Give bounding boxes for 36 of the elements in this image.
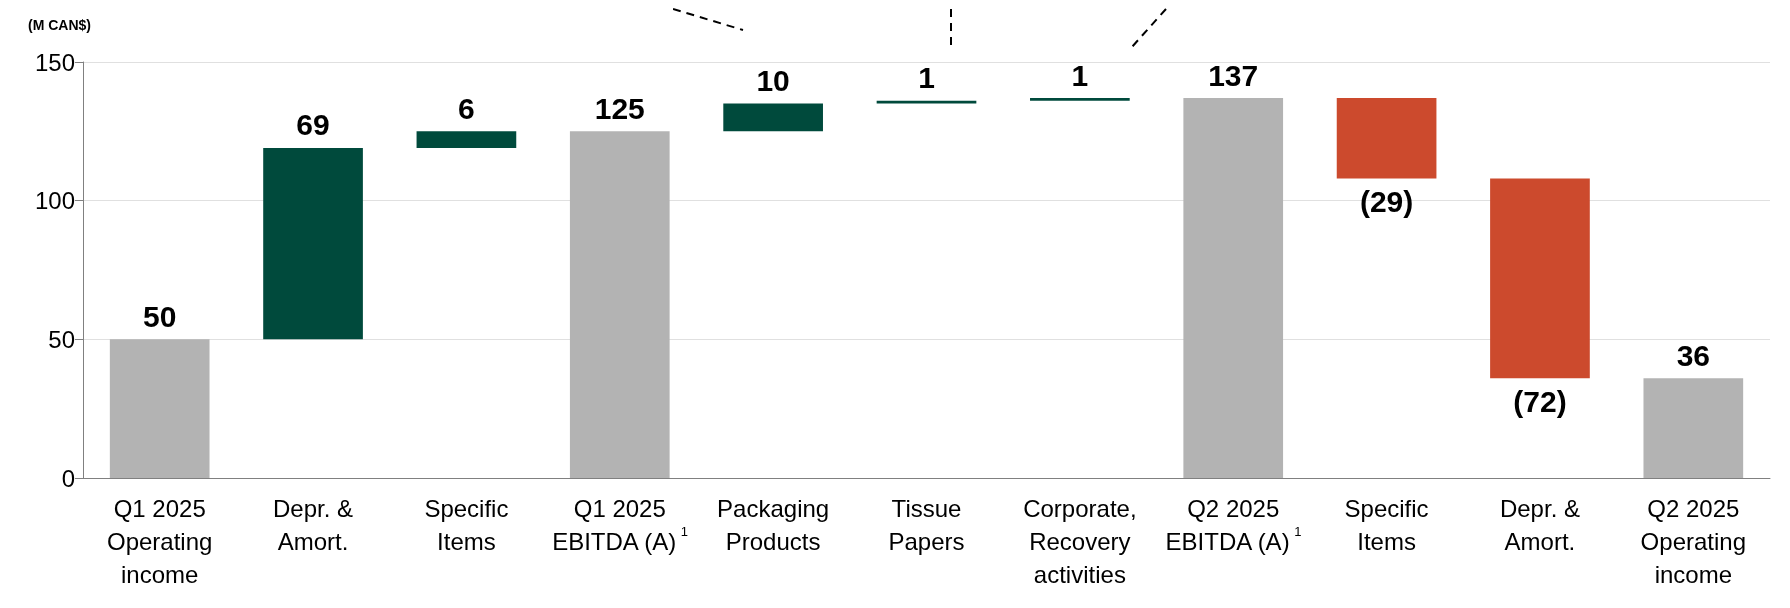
- x-tick-label: Depr. & Amort.: [1499, 495, 1580, 555]
- bar: [876, 100, 977, 104]
- data-label: 36: [1676, 338, 1711, 372]
- x-tick-label: Packaging Products: [717, 495, 830, 555]
- bar: [1490, 178, 1590, 379]
- x-tick-label: Depr. & Amort.: [273, 495, 354, 555]
- bar: [1643, 378, 1744, 478]
- y-tick-label: 150: [34, 48, 75, 76]
- bar: [109, 339, 210, 478]
- x-tick-label: Corporate, Recovery activities: [1023, 495, 1137, 588]
- data-label: 10: [756, 64, 790, 98]
- data-label: 50: [142, 299, 177, 333]
- bar: [263, 147, 363, 340]
- bar: [1183, 98, 1284, 478]
- bar: [723, 103, 823, 132]
- data-label: 137: [1208, 58, 1259, 92]
- data-label: 1: [918, 61, 935, 95]
- bar: [416, 131, 517, 148]
- x-tick-label: Specific Items: [1344, 495, 1429, 555]
- bar: [1336, 98, 1437, 179]
- bar: [1030, 98, 1130, 101]
- x-tick-label: Specific Items: [424, 495, 509, 555]
- data-label: 6: [458, 91, 475, 125]
- y-tick-label: 0: [61, 464, 75, 492]
- bar: [569, 131, 670, 478]
- data-label: (72): [1513, 384, 1567, 418]
- y-axis-title: (M CAN$): [28, 17, 91, 33]
- x-tick-label: Q1 2025 Operating income: [106, 495, 213, 588]
- x-tick-label: Tissue Papers: [888, 495, 965, 555]
- data-label: (29): [1359, 184, 1414, 218]
- y-tick-label: 50: [48, 325, 75, 353]
- data-label: 125: [594, 91, 645, 125]
- y-tick-label: 100: [34, 187, 75, 215]
- data-label: 1: [1071, 58, 1089, 92]
- x-tick-label: Q2 2025 Operating income: [1640, 495, 1747, 588]
- data-label: 69: [296, 108, 330, 142]
